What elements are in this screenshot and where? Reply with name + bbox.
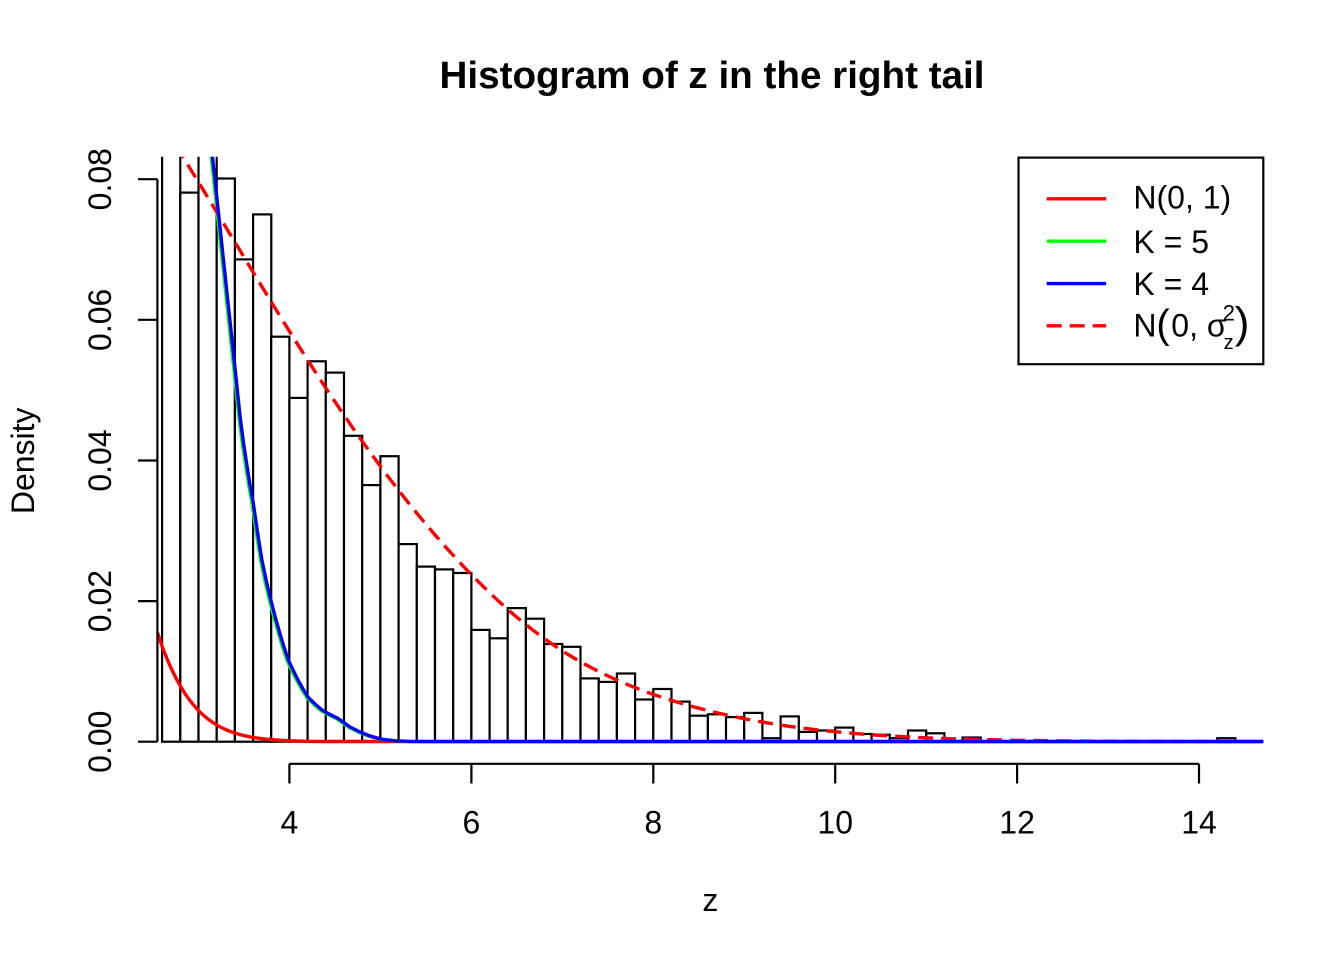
- svg-text:10: 10: [817, 805, 853, 841]
- svg-text:): ): [1235, 299, 1250, 348]
- svg-text:z: z: [1224, 332, 1234, 354]
- svg-text:0.08: 0.08: [82, 148, 118, 210]
- svg-text:14: 14: [1181, 805, 1217, 841]
- svg-text:0.00: 0.00: [82, 711, 118, 773]
- svg-text:z: z: [702, 882, 718, 918]
- svg-text:0, σ: 0, σ: [1171, 308, 1227, 344]
- svg-text:(: (: [1156, 303, 1170, 347]
- svg-text:Histogram of z in the right ta: Histogram of z in the right tail: [440, 54, 985, 97]
- svg-text:0.02: 0.02: [82, 570, 118, 632]
- svg-text:N(0, 1): N(0, 1): [1133, 179, 1231, 215]
- svg-text:0.04: 0.04: [82, 429, 118, 491]
- svg-text:K = 5: K = 5: [1133, 224, 1209, 260]
- svg-text:N: N: [1133, 308, 1156, 344]
- svg-text:2: 2: [1223, 301, 1235, 326]
- svg-text:8: 8: [644, 805, 662, 841]
- svg-text:4: 4: [281, 805, 299, 841]
- svg-text:K = 4: K = 4: [1133, 266, 1209, 302]
- svg-text:0.06: 0.06: [82, 289, 118, 351]
- svg-text:Density: Density: [5, 407, 41, 514]
- svg-text:12: 12: [999, 805, 1035, 841]
- svg-text:6: 6: [463, 805, 481, 841]
